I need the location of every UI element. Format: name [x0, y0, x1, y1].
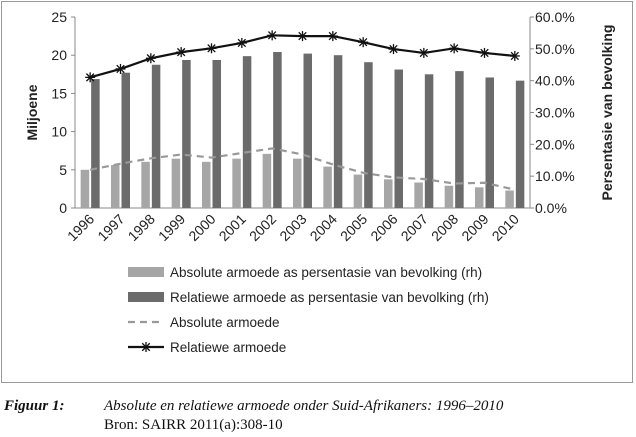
marker-relatiewe-armoede — [236, 37, 247, 48]
x-tick-label: 1998 — [125, 211, 158, 244]
legend-label: Relatiewe armoede — [170, 340, 286, 355]
x-tick-label: 2007 — [398, 211, 431, 244]
x-tick-label: 2008 — [428, 211, 461, 244]
x-tick-label: 2002 — [246, 211, 279, 244]
bar-absolute — [293, 158, 302, 208]
marker-relatiewe-armoede — [449, 43, 460, 54]
y-tick-label-right: 10.0% — [535, 168, 575, 184]
x-tick-label: 1999 — [155, 211, 188, 244]
x-tick-label: 2009 — [458, 211, 491, 244]
x-tick-label: 2006 — [367, 211, 400, 244]
bar-relative — [424, 74, 434, 208]
y-axis-title-left: Miljoene — [24, 84, 40, 140]
x-tick-label: 2010 — [489, 211, 522, 244]
bar-relative — [212, 59, 221, 208]
bar-relative — [515, 80, 525, 208]
marker-relatiewe-armoede — [358, 37, 369, 48]
bar-absolute — [202, 161, 211, 208]
x-tick-label: 2004 — [307, 211, 340, 244]
figure-title: Absolute en relatiewe armoede onder Suid… — [104, 398, 504, 414]
chart: 0 5 10 15 20 25 0.0% 10.0% 20.0% 30.0% 40.0% 50.0% 6… — [24, 9, 615, 355]
y-tick-label-left: 5 — [59, 162, 67, 178]
bar-absolute — [111, 165, 120, 208]
bar-absolute — [141, 161, 150, 208]
legend-label: Absolute armoede — [170, 315, 280, 330]
bar-relative — [242, 56, 252, 208]
y-axis-title-right: Persentasie van bevolking — [599, 25, 615, 201]
y-tick-label-right: 30.0% — [535, 105, 575, 121]
bar-relative — [151, 64, 161, 208]
marker-relatiewe-armoede — [327, 31, 338, 42]
marker-relatiewe-armoede — [115, 63, 126, 74]
bar-absolute — [232, 158, 241, 208]
legend-swatch — [128, 267, 164, 277]
y-tick-label-left: 25 — [51, 9, 67, 25]
marker-relatiewe-armoede — [297, 31, 308, 42]
figure-label: Figuur 1: — [4, 398, 65, 414]
bar-relative — [273, 52, 282, 209]
y-tick-label-left: 0 — [59, 200, 67, 216]
marker-relatiewe-armoede — [206, 43, 217, 54]
marker-relatiewe-armoede — [145, 53, 156, 64]
y-tick-label-right: 20.0% — [535, 136, 575, 152]
x-tick-label: 1997 — [94, 211, 127, 244]
bar-absolute — [475, 187, 484, 208]
y-tick-label-right: 60.0% — [535, 9, 575, 25]
x-tick-label: 2005 — [337, 211, 370, 244]
figure-source: Bron: SAIRR 2011(a):308-10 — [104, 417, 283, 433]
bar-absolute — [323, 166, 332, 208]
bar-absolute — [444, 185, 454, 208]
marker-relatiewe-armoede — [479, 47, 490, 58]
y-tick-label-right: 40.0% — [535, 73, 575, 89]
x-tick-label: 2001 — [216, 211, 249, 244]
bar-absolute — [353, 174, 363, 208]
y-tick-label-left: 10 — [51, 124, 67, 140]
bar-absolute — [414, 182, 423, 208]
x-tick-label: 2003 — [276, 211, 309, 244]
marker-relatiewe-armoede — [418, 47, 429, 58]
bar-relative — [394, 69, 403, 209]
bar-relative — [121, 72, 130, 208]
bar-relative — [455, 71, 464, 208]
y-tick-label-left: 20 — [51, 47, 67, 63]
bar-absolute — [505, 190, 514, 208]
marker-relatiewe-armoede — [509, 50, 520, 61]
chart-frame — [1, 1, 633, 383]
x-tick-label: 2000 — [185, 211, 218, 244]
legend-label: Relatiewe armoede as persentasie van bev… — [170, 290, 489, 305]
figure-caption: Figuur 1: Absolute en relatiewe armoede … — [4, 397, 624, 435]
y-tick-label-left: 15 — [51, 85, 67, 101]
bar-relative — [364, 62, 373, 208]
marker-relatiewe-armoede — [85, 72, 96, 83]
marker-relatiewe-armoede — [267, 30, 278, 41]
legend-label: Absolute armoede as persentasie van bevo… — [170, 265, 482, 280]
y-tick-label-right: 50.0% — [535, 41, 575, 57]
x-tick-label: 1996 — [64, 211, 97, 244]
marker-relatiewe-armoede — [176, 47, 187, 58]
y-tick-label-right: 0.0% — [535, 200, 567, 216]
legend-marker — [141, 342, 151, 352]
bar-relative — [485, 77, 494, 208]
bar-absolute — [384, 179, 393, 208]
bar-relative — [333, 55, 343, 209]
bar-relative — [91, 79, 100, 208]
bar-relative — [303, 53, 312, 208]
bar-absolute — [80, 169, 90, 208]
bar-absolute — [262, 153, 272, 208]
legend-swatch — [128, 292, 164, 302]
marker-relatiewe-armoede — [388, 44, 399, 55]
bar-relative — [182, 59, 191, 208]
bar-absolute — [171, 158, 181, 208]
